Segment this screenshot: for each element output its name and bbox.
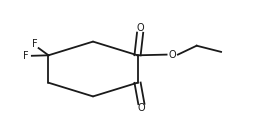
Text: O: O: [138, 103, 145, 113]
Text: O: O: [168, 50, 176, 60]
Text: F: F: [22, 51, 28, 61]
Text: F: F: [31, 39, 37, 49]
Text: O: O: [136, 23, 144, 33]
